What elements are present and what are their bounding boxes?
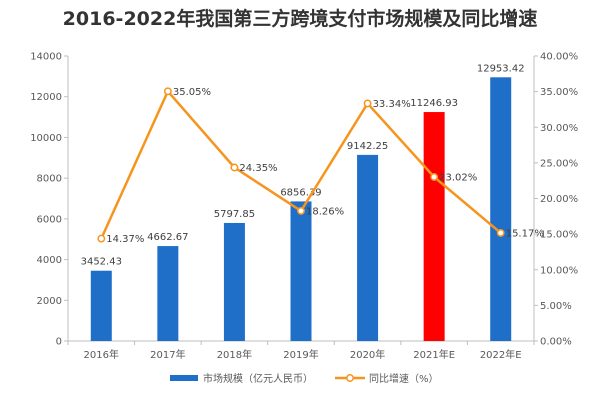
legend-line-marker	[346, 374, 354, 382]
legend-bar-swatch	[170, 375, 198, 381]
line-data-label: 35.05%	[173, 87, 211, 98]
line-data-label: 23.02%	[439, 172, 477, 183]
x-tick-label: 2017年	[150, 348, 185, 361]
bar-data-label: 11246.93	[410, 98, 458, 109]
bar-data-label: 4662.67	[147, 232, 188, 243]
bar-data-label: 5797.85	[214, 209, 255, 220]
line-data-label: 14.37%	[106, 234, 144, 245]
left-tick-label: 8000	[37, 174, 62, 185]
legend-line-label: 同比增速（%）	[369, 372, 439, 385]
x-tick-label: 2020年	[350, 348, 385, 361]
bar	[423, 112, 445, 341]
line-point	[163, 87, 172, 96]
line-point	[363, 99, 372, 108]
chart-title: 2016-2022年我国第三方跨境支付市场规模及同比增速	[62, 8, 538, 30]
bar	[157, 246, 179, 341]
line-point	[97, 234, 106, 243]
left-tick-label: 10000	[30, 133, 62, 144]
bar	[290, 201, 312, 341]
x-tick-label: 2021年E	[413, 348, 455, 361]
x-tick-label: 2016年	[84, 348, 119, 361]
right-tick-label: 15.00%	[540, 230, 578, 241]
line-data-label: 15.17%	[506, 228, 544, 239]
bar	[490, 77, 512, 341]
right-tick-label: 30.00%	[540, 123, 578, 134]
left-tick-label: 12000	[30, 92, 62, 103]
line-data-label: 33.34%	[373, 99, 411, 110]
left-tick-label: 14000	[30, 52, 62, 63]
bar-data-label: 12953.42	[477, 63, 525, 74]
line-point	[430, 173, 439, 181]
left-tick-label: 2000	[37, 296, 62, 307]
bar	[90, 270, 112, 341]
bar-data-label: 6856.39	[280, 187, 321, 198]
bar-data-label: 9142.25	[347, 141, 388, 152]
left-tick-label: 0	[56, 337, 62, 348]
legend-bar-label: 市场规模（亿元人民币）	[203, 372, 313, 385]
right-tick-label: 35.00%	[540, 87, 578, 98]
right-tick-label: 20.00%	[540, 194, 578, 205]
right-tick-label: 25.00%	[540, 158, 578, 169]
left-tick-label: 6000	[37, 214, 62, 225]
line-data-label: 24.35%	[239, 163, 277, 174]
right-tick-label: 0.00%	[540, 337, 572, 348]
right-tick-label: 5.00%	[540, 301, 572, 312]
line-point	[230, 163, 239, 172]
line-point	[297, 206, 305, 215]
right-tick-label: 40.00%	[540, 52, 578, 63]
line-point	[496, 228, 505, 237]
line-data-label: 18.26%	[306, 206, 344, 217]
x-tick-label: 2018年	[217, 348, 252, 361]
bar	[357, 154, 379, 341]
x-tick-label: 2019年	[283, 348, 318, 361]
bar	[223, 222, 245, 341]
left-tick-label: 4000	[37, 255, 62, 266]
right-tick-label: 10.00%	[540, 265, 578, 276]
bar-data-label: 3452.43	[81, 257, 122, 268]
x-tick-label: 2022年E	[480, 348, 522, 361]
